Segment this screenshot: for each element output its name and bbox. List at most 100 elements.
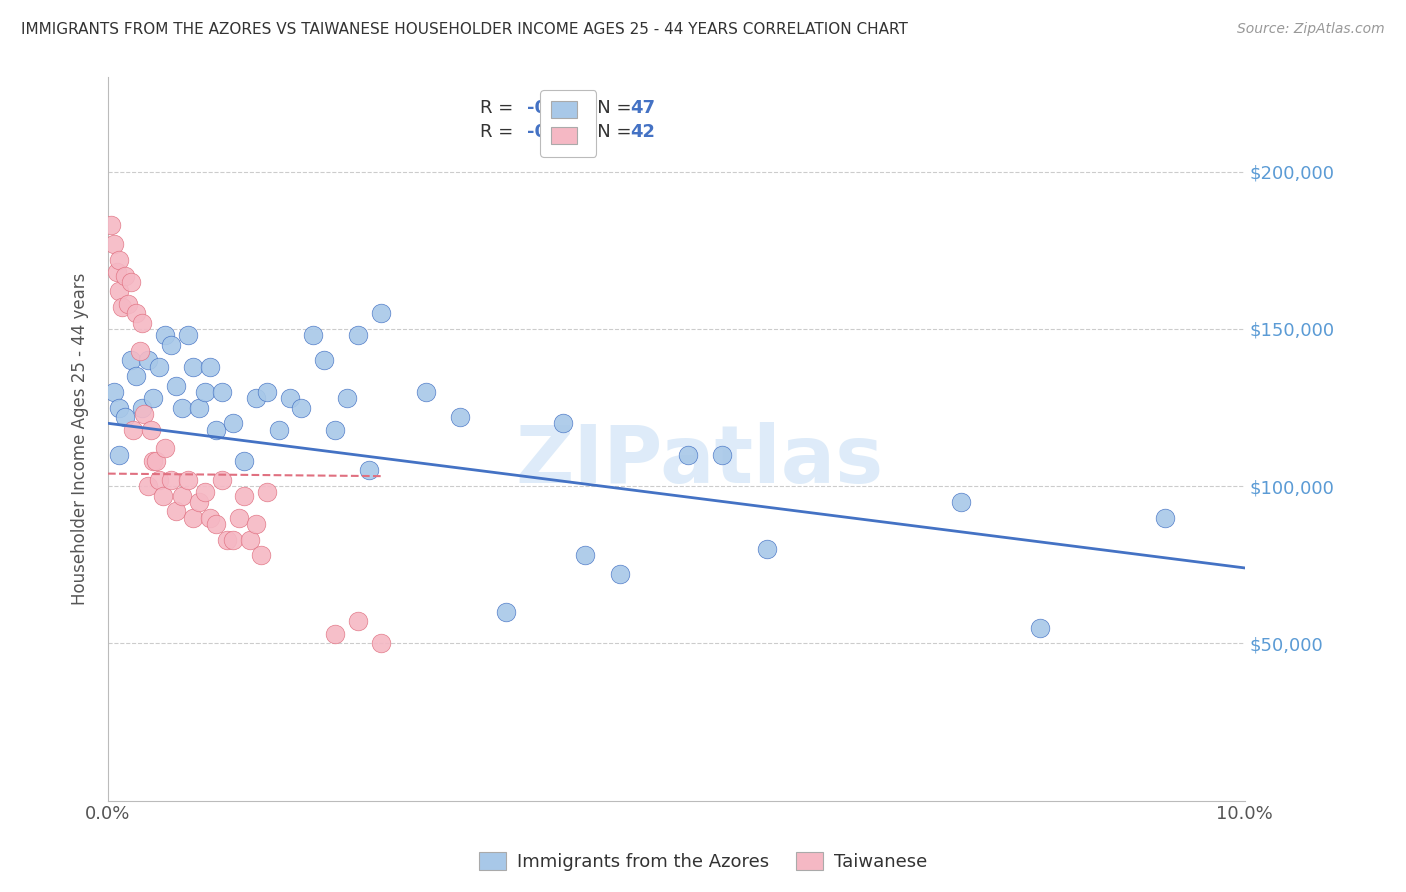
Point <box>347 615 370 629</box>
Text: ZIPatlas: ZIPatlas <box>515 422 883 500</box>
Point <box>187 495 209 509</box>
Point <box>233 489 256 503</box>
Text: 47: 47 <box>630 99 655 117</box>
Point <box>152 489 174 503</box>
Point <box>245 391 267 405</box>
Point <box>222 417 245 431</box>
Point <box>108 285 131 299</box>
Text: Source: ZipAtlas.com: Source: ZipAtlas.com <box>1237 22 1385 37</box>
Point <box>131 316 153 330</box>
Point <box>233 454 256 468</box>
Point <box>278 391 301 405</box>
Point <box>165 378 187 392</box>
Point <box>211 384 233 399</box>
Point <box>245 516 267 531</box>
Point <box>114 268 136 283</box>
Point <box>200 510 222 524</box>
Point <box>170 401 193 415</box>
Point <box>181 510 204 524</box>
Point <box>181 359 204 374</box>
Point <box>111 300 134 314</box>
Point <box>148 359 170 374</box>
Point <box>194 485 217 500</box>
Point <box>1154 510 1177 524</box>
Point <box>153 442 176 456</box>
Point <box>176 473 198 487</box>
Point <box>134 407 156 421</box>
Point <box>145 454 167 468</box>
Point <box>301 328 323 343</box>
Legend: Immigrants from the Azores, Taiwanese: Immigrants from the Azores, Taiwanese <box>471 846 935 879</box>
Point <box>103 237 125 252</box>
Point <box>125 369 148 384</box>
Point <box>153 328 176 343</box>
Point <box>159 337 181 351</box>
Point <box>159 473 181 487</box>
Point <box>105 265 128 279</box>
Point <box>256 485 278 500</box>
Point <box>103 384 125 399</box>
Point <box>370 306 392 320</box>
Point <box>165 504 187 518</box>
Y-axis label: Householder Income Ages 25 - 44 years: Householder Income Ages 25 - 44 years <box>72 273 89 605</box>
Point <box>609 567 631 582</box>
Point <box>239 533 262 547</box>
Point <box>415 384 437 399</box>
Point <box>676 448 699 462</box>
Point <box>122 423 145 437</box>
Point <box>347 328 370 343</box>
Point <box>449 410 471 425</box>
Text: -0.007: -0.007 <box>527 123 592 142</box>
Text: R =: R = <box>479 99 519 117</box>
Point <box>205 423 228 437</box>
Point <box>142 454 165 468</box>
Point <box>187 401 209 415</box>
Point <box>170 489 193 503</box>
Point <box>211 473 233 487</box>
Text: N =: N = <box>579 123 637 142</box>
Point <box>325 627 347 641</box>
Point <box>120 275 142 289</box>
Point <box>117 297 139 311</box>
Point <box>290 401 312 415</box>
Legend: , : , <box>540 90 596 157</box>
Point <box>756 542 779 557</box>
Point <box>120 353 142 368</box>
Point <box>136 479 159 493</box>
Point <box>1029 621 1052 635</box>
Point <box>336 391 359 405</box>
Point <box>108 401 131 415</box>
Point <box>142 391 165 405</box>
Point <box>495 605 517 619</box>
Point <box>136 353 159 368</box>
Point <box>205 516 228 531</box>
Point <box>267 423 290 437</box>
Point <box>551 417 574 431</box>
Point <box>125 306 148 320</box>
Point <box>200 359 222 374</box>
Point <box>949 495 972 509</box>
Point <box>114 410 136 425</box>
Text: N =: N = <box>579 99 637 117</box>
Point <box>100 218 122 232</box>
Text: IMMIGRANTS FROM THE AZORES VS TAIWANESE HOUSEHOLDER INCOME AGES 25 - 44 YEARS CO: IMMIGRANTS FROM THE AZORES VS TAIWANESE … <box>21 22 908 37</box>
Point <box>574 549 596 563</box>
Point <box>141 423 163 437</box>
Text: -0.343: -0.343 <box>527 99 592 117</box>
Point <box>108 448 131 462</box>
Point <box>222 533 245 547</box>
Point <box>312 353 335 368</box>
Point <box>148 473 170 487</box>
Point <box>710 448 733 462</box>
Point <box>370 636 392 650</box>
Point <box>194 384 217 399</box>
Point <box>228 510 250 524</box>
Point <box>325 423 347 437</box>
Text: 42: 42 <box>630 123 655 142</box>
Point <box>359 463 381 477</box>
Point <box>108 252 131 267</box>
Point <box>128 343 150 358</box>
Text: R =: R = <box>479 123 519 142</box>
Point <box>217 533 239 547</box>
Point <box>250 549 273 563</box>
